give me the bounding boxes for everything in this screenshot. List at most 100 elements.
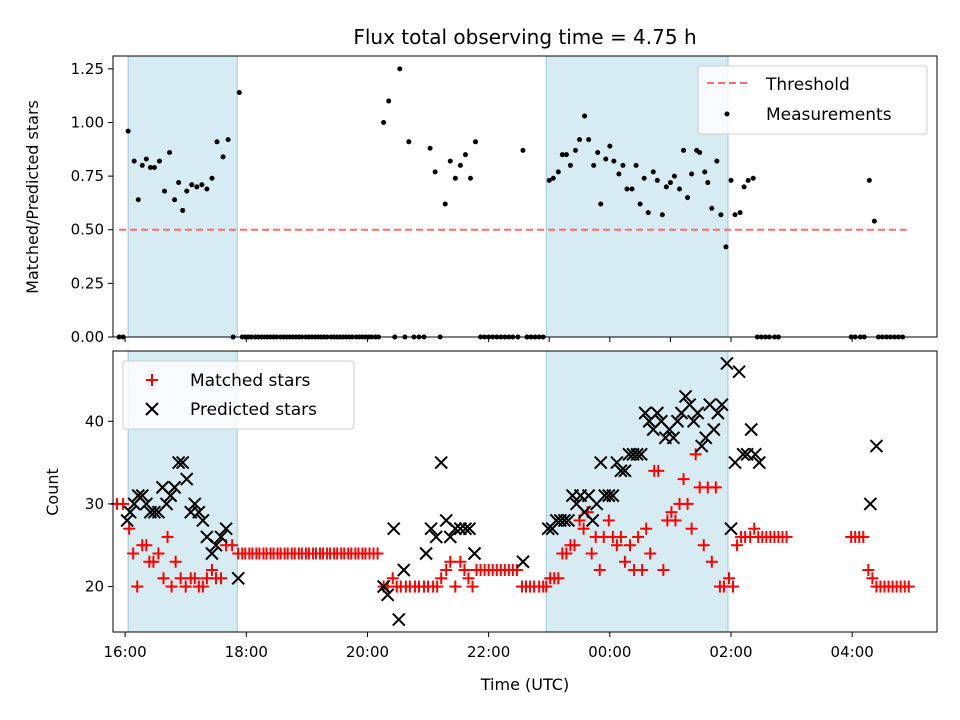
matched-star-point	[748, 522, 761, 535]
bottom-y-tick-label: 40	[85, 412, 104, 430]
matched-star-point	[585, 547, 598, 560]
measurement-point	[659, 212, 665, 218]
measurement-point	[654, 177, 660, 183]
measurement-point	[629, 186, 635, 192]
predicted-star-point	[434, 455, 448, 470]
matched-star-point	[568, 539, 581, 552]
bottom-x-ticks: 16:00 18:00 20:00 22:00 00:00 02:00 04:00	[104, 632, 874, 661]
matched-star-point	[902, 580, 915, 593]
predicted-star-point	[606, 488, 620, 503]
predicted-star-point	[516, 555, 530, 569]
measurement-point	[595, 150, 601, 156]
matched-star-point	[449, 580, 462, 593]
matched-star-point	[205, 564, 218, 577]
matched-star-point	[636, 564, 649, 577]
top-legend: Threshold Measurements	[697, 65, 928, 135]
measurement-point	[397, 66, 403, 72]
matched-star-point	[644, 547, 657, 560]
predicted-star-point	[448, 521, 463, 536]
top-legend-box	[697, 65, 928, 135]
measurement-point	[563, 152, 569, 158]
predicted-star-point	[171, 455, 186, 470]
matched-star-point	[697, 539, 710, 552]
matched-star-point	[386, 572, 399, 585]
matched-star-point	[705, 555, 718, 568]
matched-star-point	[665, 506, 678, 519]
predicted-star-point	[666, 431, 681, 445]
matched-star-point	[709, 481, 722, 494]
measurement-point	[667, 180, 673, 186]
count-panel: 20 30 40 16:00 18:00 20:00 22:00 00:00 02:00 04:…	[43, 350, 938, 694]
matched-star-point	[152, 547, 165, 560]
predicted-star-point	[736, 447, 750, 462]
matched-star-point	[727, 580, 740, 593]
x-tick-label: 20:00	[346, 643, 389, 661]
measurement-point	[718, 212, 724, 218]
predicted-star-point	[458, 521, 473, 536]
bottom-y-axis-label: Count	[43, 468, 62, 516]
predicted-star-point	[614, 464, 628, 478]
measurement-point	[728, 177, 734, 183]
measurement-point	[225, 137, 231, 143]
measurement-point	[624, 186, 630, 192]
matched-star-point	[188, 572, 201, 585]
measurement-point	[603, 156, 609, 162]
legend-matched-label: Matched stars	[190, 371, 310, 391]
matched-star-point	[602, 514, 615, 527]
top-plot-frame	[112, 55, 938, 338]
predicted-star-point	[196, 513, 210, 528]
measurement-point	[236, 89, 242, 95]
x-tick-label: 02:00	[709, 643, 752, 661]
predicted-star-point	[602, 488, 616, 503]
matched-star-point	[689, 448, 702, 461]
legend-threshold-label: Threshold	[765, 75, 850, 95]
measurement-point	[184, 188, 190, 194]
predicted-star-point	[869, 439, 884, 453]
predicted-star-point	[120, 513, 134, 528]
bottom-legend: Matched stars Predicted stars	[122, 360, 355, 430]
top-y-ticks: 0.00 0.25 0.50 0.75 1.00 1.25	[71, 60, 113, 346]
measurement-point	[702, 169, 708, 175]
predicted-star-point	[695, 439, 709, 453]
predicted-star-point	[690, 406, 705, 420]
measurement-point	[714, 158, 720, 164]
top-y-tick-label: 0.50	[71, 221, 104, 239]
measurement-point	[386, 98, 392, 104]
matched-star-point	[174, 572, 187, 585]
predicted-star-point	[376, 579, 391, 594]
matched-star-point	[632, 530, 645, 543]
predicted-star-point	[180, 472, 194, 486]
matched-star-point	[510, 564, 523, 577]
top-shaded-interval	[127, 55, 238, 338]
x-tick-label: 18:00	[225, 643, 268, 661]
predicted-star-point	[188, 497, 202, 511]
measurement-point	[447, 158, 453, 164]
predicted-star-point	[720, 356, 734, 371]
matched-star-point	[458, 564, 471, 577]
matched-star-point	[624, 539, 637, 552]
matched-star-point	[169, 555, 182, 568]
predicted-star-point	[147, 505, 162, 519]
predicted-star-point	[214, 530, 228, 544]
matched-star-point	[722, 572, 735, 585]
matched-star-point	[440, 564, 453, 577]
measurement-point	[732, 212, 738, 218]
legend-predicted-label: Predicted stars	[190, 400, 317, 420]
measurement-point	[591, 162, 597, 168]
predicted-star-point	[443, 530, 457, 544]
predicted-star-point	[686, 414, 701, 428]
measurement-point	[167, 150, 173, 156]
predicted-star-point	[594, 455, 608, 470]
matched-star-point	[614, 530, 627, 543]
measurement-point	[194, 184, 200, 190]
measurement-point	[671, 173, 677, 179]
matched-star-point	[196, 580, 209, 593]
top-y-tick-label: 1.25	[71, 60, 104, 78]
matched-star-point	[857, 530, 870, 543]
predicted-star-point	[634, 447, 648, 462]
predicted-star-point	[175, 455, 190, 470]
predicted-star-point	[678, 389, 693, 404]
measurement-point	[467, 175, 473, 181]
matched-star-point	[577, 522, 590, 535]
